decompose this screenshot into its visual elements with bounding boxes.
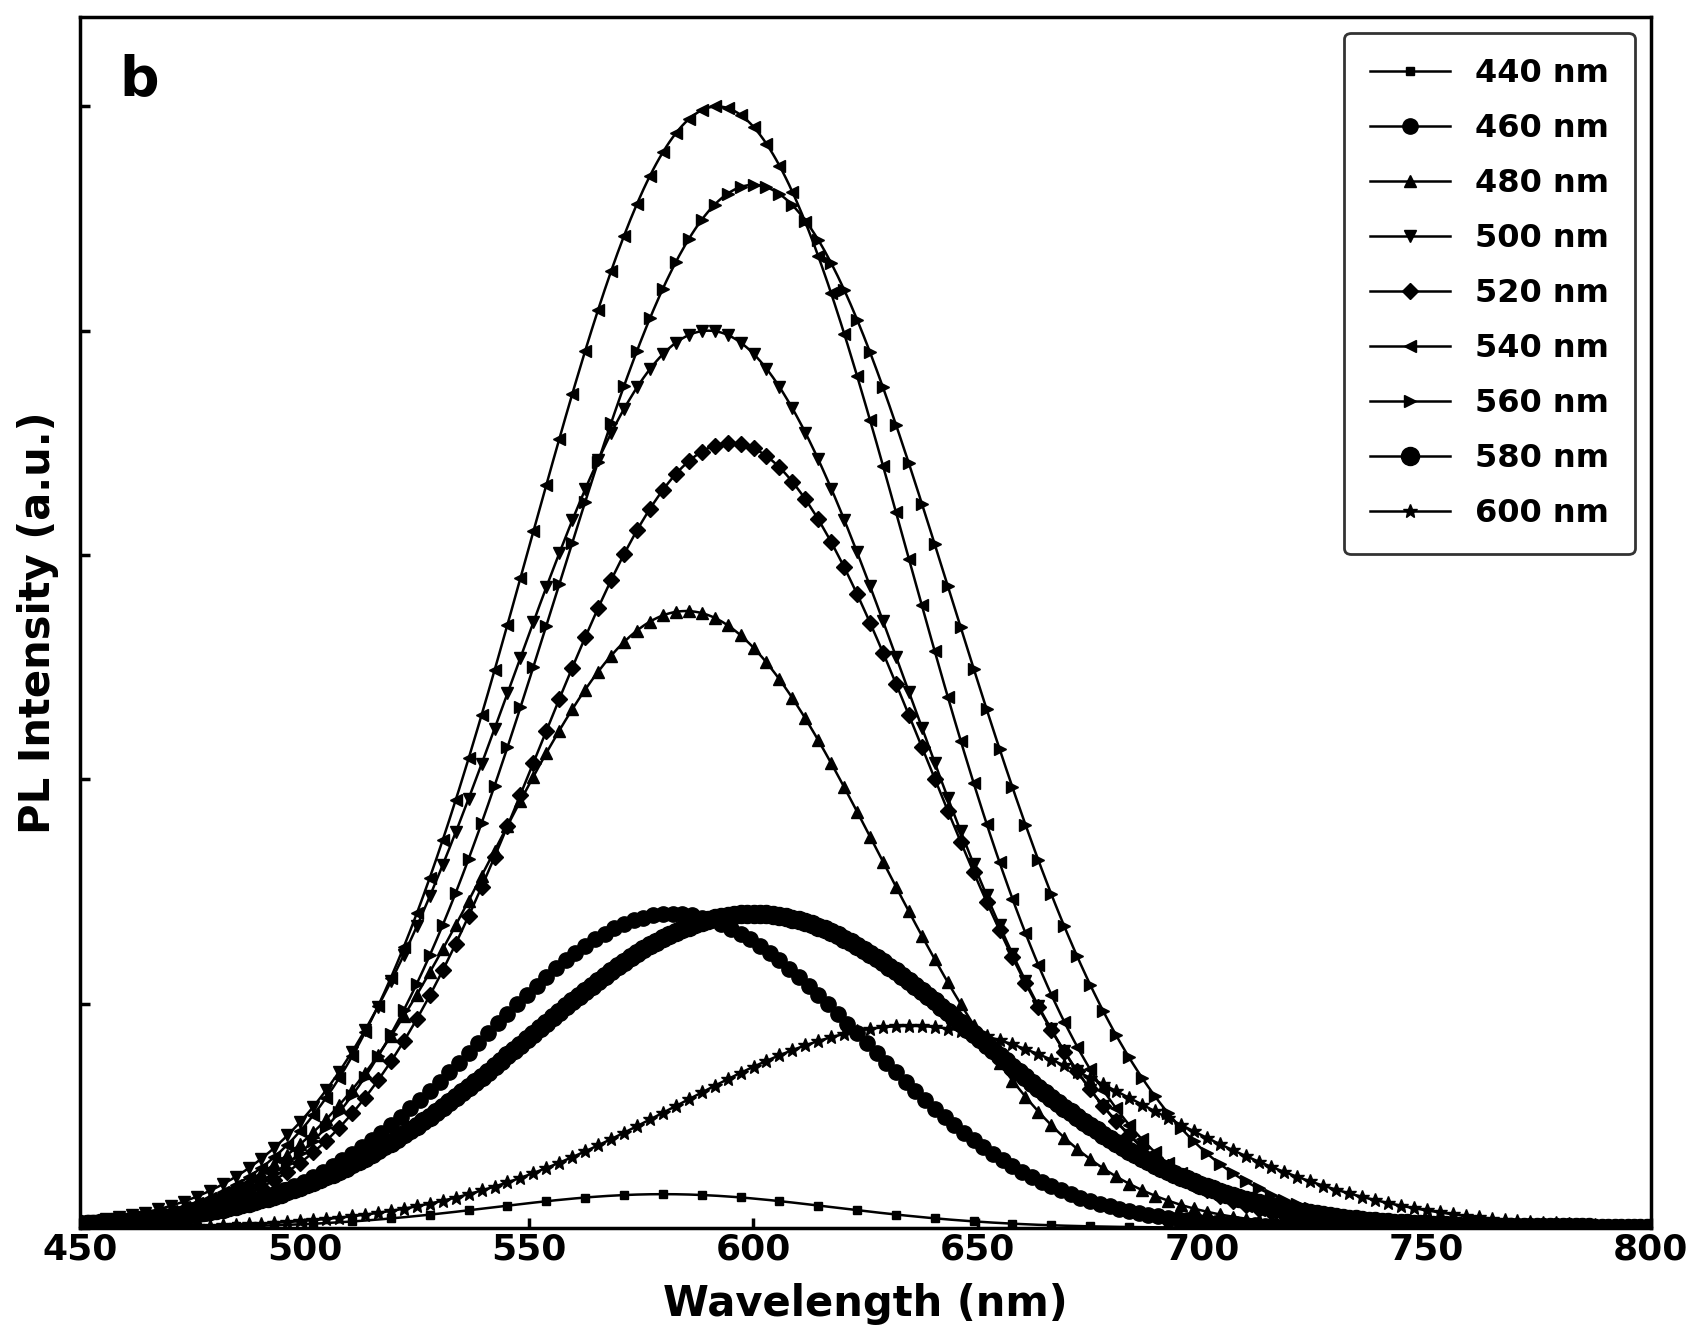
580 nm xyxy=(70,1216,90,1232)
560 nm xyxy=(948,609,968,625)
580 nm xyxy=(841,934,861,950)
500 nm xyxy=(697,322,718,338)
520 nm xyxy=(70,1217,90,1233)
560 nm xyxy=(1650,1220,1671,1236)
Line: 600 nm: 600 nm xyxy=(73,1019,1703,1235)
540 nm xyxy=(708,98,728,114)
440 nm xyxy=(1396,1220,1417,1236)
500 nm xyxy=(1396,1219,1417,1235)
460 nm xyxy=(1035,1176,1055,1192)
480 nm xyxy=(70,1216,90,1232)
580 nm xyxy=(1685,1220,1705,1236)
600 nm xyxy=(948,1023,968,1039)
600 nm xyxy=(847,1023,868,1039)
580 nm xyxy=(1396,1216,1417,1232)
520 nm xyxy=(1035,1011,1055,1027)
Line: 460 nm: 460 nm xyxy=(73,906,1703,1236)
560 nm xyxy=(1035,870,1055,886)
460 nm xyxy=(1685,1220,1705,1236)
600 nm xyxy=(1396,1198,1417,1215)
560 nm xyxy=(1685,1220,1705,1236)
480 nm xyxy=(1685,1220,1705,1236)
600 nm xyxy=(899,1017,919,1033)
540 nm xyxy=(1396,1219,1417,1235)
500 nm xyxy=(948,815,968,831)
460 nm xyxy=(70,1217,90,1233)
480 nm xyxy=(675,603,696,619)
500 nm xyxy=(70,1215,90,1231)
520 nm xyxy=(1650,1220,1671,1236)
480 nm xyxy=(841,792,861,808)
Y-axis label: PL Intensity (a.u.): PL Intensity (a.u.) xyxy=(17,411,58,833)
460 nm xyxy=(1650,1220,1671,1236)
460 nm xyxy=(851,1029,871,1045)
480 nm xyxy=(1396,1219,1417,1235)
Line: 580 nm: 580 nm xyxy=(72,905,1705,1237)
Line: 500 nm: 500 nm xyxy=(73,325,1702,1235)
520 nm xyxy=(948,825,968,841)
480 nm xyxy=(948,990,968,1006)
500 nm xyxy=(851,553,871,569)
460 nm xyxy=(1396,1220,1417,1236)
540 nm xyxy=(70,1216,90,1232)
560 nm xyxy=(743,177,764,193)
520 nm xyxy=(841,573,861,589)
480 nm xyxy=(1650,1220,1671,1236)
540 nm xyxy=(841,346,861,362)
540 nm xyxy=(851,378,871,395)
560 nm xyxy=(1396,1216,1417,1232)
580 nm xyxy=(948,1012,968,1028)
Legend: 440 nm, 460 nm, 480 nm, 500 nm, 520 nm, 540 nm, 560 nm, 580 nm, 600 nm: 440 nm, 460 nm, 480 nm, 500 nm, 520 nm, … xyxy=(1344,32,1635,554)
Line: 480 nm: 480 nm xyxy=(73,605,1702,1235)
460 nm xyxy=(841,1019,861,1035)
440 nm xyxy=(841,1201,861,1217)
440 nm xyxy=(851,1202,871,1219)
Line: 440 nm: 440 nm xyxy=(77,1190,1700,1232)
600 nm xyxy=(70,1220,90,1236)
560 nm xyxy=(851,319,871,336)
600 nm xyxy=(837,1025,858,1041)
Text: b: b xyxy=(119,52,159,107)
600 nm xyxy=(1035,1049,1055,1066)
560 nm xyxy=(70,1217,90,1233)
520 nm xyxy=(721,435,742,451)
580 nm xyxy=(1650,1220,1671,1236)
500 nm xyxy=(1650,1220,1671,1236)
Line: 520 nm: 520 nm xyxy=(75,437,1702,1233)
Line: 540 nm: 540 nm xyxy=(73,101,1702,1235)
500 nm xyxy=(841,527,861,544)
600 nm xyxy=(1685,1219,1705,1235)
540 nm xyxy=(948,722,968,738)
480 nm xyxy=(1035,1110,1055,1126)
540 nm xyxy=(1035,972,1055,988)
480 nm xyxy=(851,809,871,825)
500 nm xyxy=(1035,1009,1055,1025)
440 nm xyxy=(1650,1220,1671,1236)
580 nm xyxy=(743,906,764,922)
540 nm xyxy=(1650,1220,1671,1236)
460 nm xyxy=(948,1119,968,1135)
440 nm xyxy=(1685,1220,1705,1236)
460 nm xyxy=(662,906,682,922)
580 nm xyxy=(1035,1084,1055,1100)
440 nm xyxy=(1035,1217,1055,1233)
520 nm xyxy=(1396,1219,1417,1235)
500 nm xyxy=(1685,1220,1705,1236)
600 nm xyxy=(1650,1219,1671,1235)
580 nm xyxy=(851,939,871,956)
520 nm xyxy=(1685,1220,1705,1236)
X-axis label: Wavelength (nm): Wavelength (nm) xyxy=(663,1283,1067,1326)
540 nm xyxy=(1685,1220,1705,1236)
Line: 560 nm: 560 nm xyxy=(73,178,1702,1235)
440 nm xyxy=(653,1186,673,1202)
440 nm xyxy=(70,1220,90,1236)
440 nm xyxy=(948,1212,968,1228)
520 nm xyxy=(851,593,871,609)
560 nm xyxy=(841,297,861,313)
